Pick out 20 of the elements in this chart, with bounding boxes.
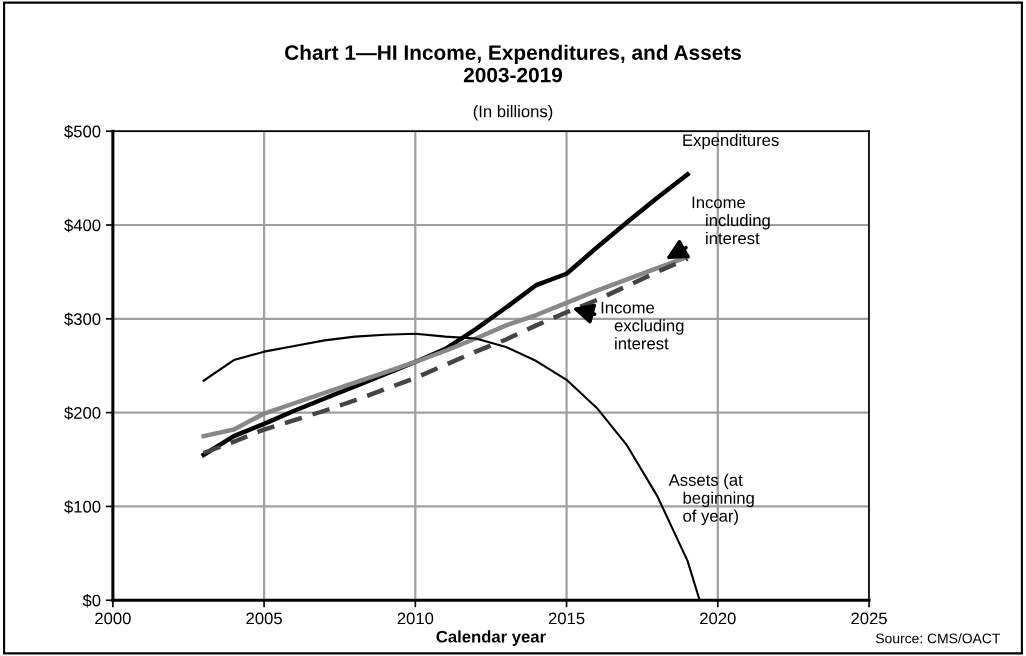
y-tick-label: $100 bbox=[64, 500, 101, 514]
y-tick-label: $0 bbox=[82, 593, 101, 608]
annotation: Expenditures bbox=[683, 133, 779, 150]
annotation: Income excluding interest bbox=[601, 301, 684, 350]
x-tick-label: 2010 bbox=[397, 612, 434, 625]
chart-title: Chart 1—HI Income, Expenditures, and Assets 2003-2019 bbox=[285, 44, 741, 83]
y-tick-label: $300 bbox=[64, 312, 101, 327]
x-tick-label: 2015 bbox=[548, 612, 585, 625]
x-tick-label: 2005 bbox=[246, 612, 282, 625]
annotation: Income including interest bbox=[692, 196, 770, 245]
chart-subtitle: (In billions) bbox=[473, 105, 553, 121]
source-note: Source: CMS/OACT bbox=[875, 633, 1001, 644]
x-axis-title: Calendar year bbox=[436, 630, 546, 646]
x-tick-label: 2025 bbox=[851, 612, 887, 625]
y-tick-label: $500 bbox=[64, 124, 101, 139]
annotation: Assets (at beginning of year) bbox=[668, 473, 754, 526]
y-tick-label: $400 bbox=[64, 218, 101, 233]
x-tick-label: 2000 bbox=[95, 612, 131, 625]
y-tick-label: $200 bbox=[64, 406, 101, 420]
x-tick-label: 2020 bbox=[700, 612, 736, 625]
